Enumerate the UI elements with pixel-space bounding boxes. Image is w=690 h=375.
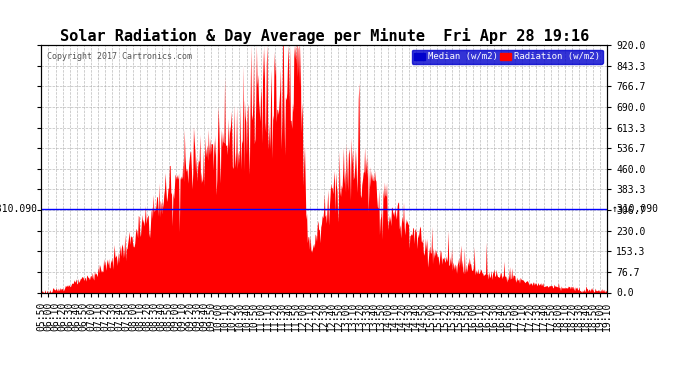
Text: ↑310.090: ↑310.090 bbox=[611, 204, 658, 214]
Legend: Median (w/m2), Radiation (w/m2): Median (w/m2), Radiation (w/m2) bbox=[412, 50, 602, 64]
Text: Copyright 2017 Cartronics.com: Copyright 2017 Cartronics.com bbox=[47, 53, 192, 62]
Title: Solar Radiation & Day Average per Minute  Fri Apr 28 19:16: Solar Radiation & Day Average per Minute… bbox=[59, 28, 589, 44]
Text: ↑310.090: ↑310.090 bbox=[0, 204, 37, 214]
